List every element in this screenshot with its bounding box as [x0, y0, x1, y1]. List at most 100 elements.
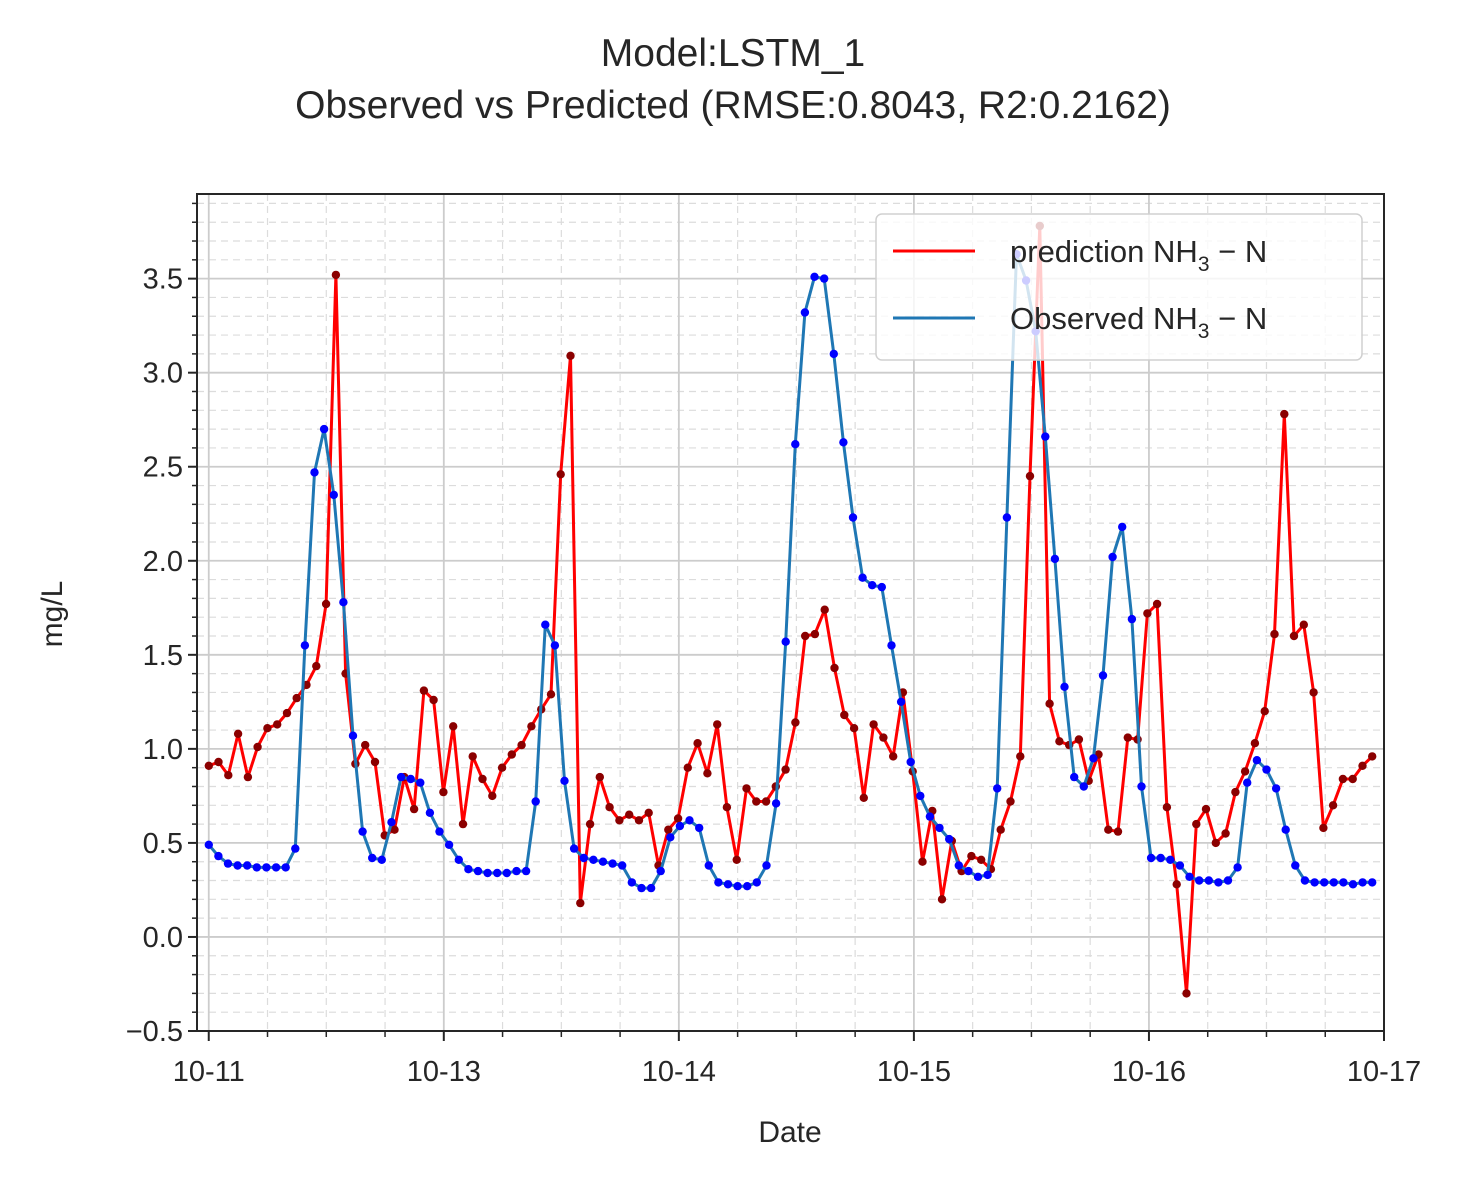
data-point-prediction: [429, 695, 438, 705]
data-point-observed: [521, 866, 531, 876]
data-point-observed: [291, 844, 300, 853]
data-point-prediction: [703, 769, 712, 778]
data-point-prediction: [361, 740, 370, 750]
data-point-observed: [1214, 878, 1223, 887]
data-point-observed: [473, 866, 483, 876]
legend-box: [875, 213, 1363, 361]
data-point-observed: [300, 641, 310, 650]
legend-prediction-suffix: − N: [1210, 234, 1268, 269]
data-point-observed: [1300, 876, 1310, 885]
data-point-observed: [262, 863, 271, 872]
data-point-observed: [810, 272, 819, 281]
data-point-observed: [1127, 614, 1137, 624]
data-point-prediction: [869, 720, 878, 729]
data-point-prediction: [321, 599, 331, 609]
data-point-prediction: [996, 825, 1005, 834]
data-point-observed: [1108, 552, 1117, 562]
data-point-prediction: [1074, 735, 1084, 744]
data-point-observed: [839, 438, 848, 447]
data-point-prediction: [273, 720, 282, 729]
data-point-observed: [493, 868, 502, 878]
chart-title: Model:LSTM_1: [601, 32, 865, 75]
data-point-prediction: [1309, 688, 1318, 697]
data-point-prediction: [1319, 823, 1328, 833]
data-point-observed: [1050, 554, 1060, 564]
x-tick-labels: 10-11 10-13 10-14 10-15 10-16 10-17: [173, 1056, 1421, 1088]
data-point-prediction: [615, 816, 624, 825]
data-point-observed: [396, 772, 406, 782]
data-point-observed: [1098, 671, 1108, 680]
data-point-observed: [416, 778, 425, 787]
legend-prediction-prefix: prediction NH: [1010, 234, 1198, 269]
data-point-observed: [1271, 784, 1281, 793]
data-point-observed: [387, 818, 396, 827]
data-point-observed: [377, 855, 386, 864]
data-point-observed: [675, 821, 685, 831]
data-point-prediction: [761, 797, 771, 806]
data-point-prediction: [1358, 761, 1367, 770]
data-point-prediction: [488, 791, 497, 801]
legend-observed-prefix: Observed NH: [1010, 301, 1198, 336]
y-tick-label: 0.0: [143, 922, 183, 954]
y-tick-labels: −0.5 0.0 0.5 1.0 1.5 2.0 2.5 3.0 3.5: [126, 264, 183, 1048]
legend-prediction-subscript: 3: [1198, 253, 1210, 276]
data-point-prediction: [1045, 699, 1054, 708]
data-point-observed: [1358, 878, 1367, 887]
data-point-prediction: [977, 855, 986, 864]
data-point-observed: [502, 868, 511, 878]
data-point-observed: [243, 861, 252, 870]
data-point-observed: [964, 866, 973, 876]
y-tick-label: 1.5: [143, 640, 183, 672]
data-point-observed: [993, 784, 1002, 793]
data-point-observed: [743, 882, 752, 891]
data-point-prediction: [439, 787, 448, 797]
data-point-prediction: [224, 771, 233, 780]
data-point-observed: [435, 827, 444, 836]
data-point-prediction: [1250, 739, 1260, 748]
data-point-prediction: [1123, 733, 1133, 742]
data-point-observed: [906, 757, 915, 767]
data-point-prediction: [859, 793, 868, 802]
data-point-prediction: [713, 720, 722, 729]
legend-observed-suffix: − N: [1209, 301, 1267, 336]
data-point-prediction: [1201, 804, 1211, 814]
data-point-observed: [1233, 863, 1242, 872]
data-point-observed: [983, 870, 992, 880]
data-point-prediction: [791, 718, 800, 727]
data-point-prediction: [1162, 803, 1172, 812]
data-point-prediction: [810, 629, 820, 639]
data-point-observed: [483, 868, 492, 878]
data-point-observed: [723, 880, 733, 889]
series-layer: [204, 221, 1377, 998]
data-point-prediction: [849, 724, 859, 733]
data-point-prediction: [1328, 801, 1338, 810]
data-point-observed: [358, 827, 367, 836]
series-markers-prediction: [204, 221, 1377, 998]
data-point-observed: [271, 863, 281, 872]
data-point-prediction: [409, 804, 419, 814]
data-point-prediction: [419, 686, 429, 695]
data-point-observed: [1185, 872, 1194, 881]
data-point-observed: [444, 840, 454, 849]
data-point-observed: [329, 490, 338, 500]
data-point-prediction: [1231, 787, 1240, 797]
data-point-prediction: [1348, 774, 1357, 784]
x-tick-label: 10-17: [1347, 1056, 1421, 1088]
plot-frame: [196, 193, 1385, 1032]
data-point-observed: [685, 816, 694, 825]
data-point-prediction: [331, 270, 341, 280]
data-point-observed: [464, 865, 473, 874]
data-point-prediction: [625, 810, 634, 819]
data-point-observed: [319, 424, 329, 434]
data-point-prediction: [722, 803, 732, 812]
x-tick-label: 10-11: [173, 1056, 245, 1088]
data-point-observed: [1368, 878, 1377, 887]
data-point-prediction: [468, 752, 477, 761]
data-point-prediction: [967, 851, 976, 861]
data-point-prediction: [1368, 752, 1377, 761]
data-point-prediction: [1152, 599, 1162, 609]
data-point-observed: [877, 582, 886, 592]
data-point-prediction: [1211, 838, 1221, 848]
y-tick-label: 3.5: [143, 264, 183, 296]
data-point-observed: [704, 861, 713, 870]
